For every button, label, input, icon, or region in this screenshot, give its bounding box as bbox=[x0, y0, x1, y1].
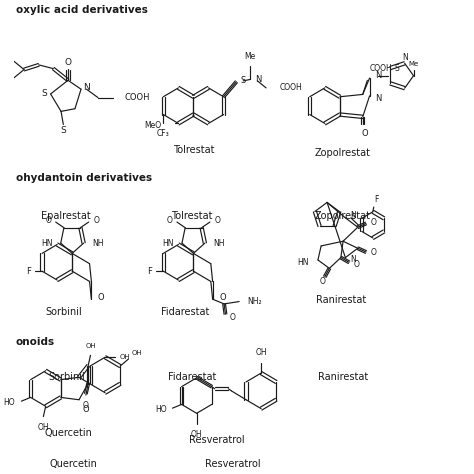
Text: O: O bbox=[82, 405, 89, 414]
Text: OH: OH bbox=[120, 354, 130, 360]
Text: O: O bbox=[371, 218, 376, 227]
Text: OH: OH bbox=[37, 423, 49, 432]
Text: N: N bbox=[83, 83, 90, 92]
Text: S: S bbox=[240, 76, 245, 85]
Text: NH₂: NH₂ bbox=[247, 297, 262, 306]
Text: OH: OH bbox=[191, 429, 202, 438]
Text: Ranirestat: Ranirestat bbox=[318, 372, 368, 382]
Text: Epalrestat: Epalrestat bbox=[41, 211, 91, 221]
Text: N: N bbox=[350, 255, 356, 264]
Text: F: F bbox=[26, 267, 31, 276]
Text: O: O bbox=[219, 293, 226, 302]
Text: F: F bbox=[147, 267, 152, 276]
Text: COOH: COOH bbox=[124, 93, 150, 102]
Text: O: O bbox=[371, 248, 376, 257]
Text: Me: Me bbox=[245, 52, 255, 61]
Text: Quercetin: Quercetin bbox=[49, 459, 97, 469]
Text: HN: HN bbox=[297, 258, 309, 267]
Text: O: O bbox=[354, 260, 359, 269]
Text: OH: OH bbox=[132, 350, 142, 356]
Text: onoids: onoids bbox=[16, 337, 55, 347]
Text: Fidarestat: Fidarestat bbox=[161, 307, 210, 317]
Text: Sorbinil: Sorbinil bbox=[46, 307, 82, 317]
Text: S: S bbox=[61, 126, 66, 135]
Text: F: F bbox=[374, 195, 378, 204]
Text: O: O bbox=[64, 58, 72, 67]
Text: OH: OH bbox=[255, 348, 267, 357]
Text: N: N bbox=[375, 71, 382, 80]
Text: Zopolrestat: Zopolrestat bbox=[315, 148, 371, 158]
Text: MeO: MeO bbox=[144, 121, 161, 130]
Text: HO: HO bbox=[155, 405, 167, 414]
Text: Quercetin: Quercetin bbox=[45, 428, 92, 438]
Text: O: O bbox=[214, 216, 220, 225]
Text: Resveratrol: Resveratrol bbox=[205, 459, 261, 469]
Text: S: S bbox=[395, 64, 400, 73]
Text: O: O bbox=[166, 216, 173, 225]
Text: O: O bbox=[93, 216, 99, 225]
Text: Me: Me bbox=[409, 61, 419, 67]
Text: O: O bbox=[83, 401, 89, 410]
Text: N: N bbox=[255, 75, 261, 84]
Text: Tolrestat: Tolrestat bbox=[173, 146, 214, 155]
Text: O: O bbox=[98, 293, 104, 302]
Text: Fidarestat: Fidarestat bbox=[168, 372, 216, 382]
Text: HN: HN bbox=[162, 238, 174, 247]
Text: O: O bbox=[320, 277, 326, 286]
Text: O: O bbox=[45, 216, 51, 225]
Text: HO: HO bbox=[3, 398, 15, 407]
Text: oxylic acid derivatives: oxylic acid derivatives bbox=[16, 5, 148, 15]
Text: N: N bbox=[375, 94, 382, 103]
Text: NH: NH bbox=[213, 238, 225, 247]
Text: COOH: COOH bbox=[280, 83, 302, 92]
Text: Ranirestat: Ranirestat bbox=[316, 295, 366, 305]
Text: O: O bbox=[230, 313, 236, 322]
Text: OH: OH bbox=[85, 343, 96, 349]
Text: Sorbinil: Sorbinil bbox=[48, 372, 85, 382]
Text: N: N bbox=[350, 211, 356, 220]
Text: S: S bbox=[42, 90, 47, 99]
Text: Resveratrol: Resveratrol bbox=[190, 435, 245, 445]
Text: O: O bbox=[362, 128, 368, 137]
Text: NH: NH bbox=[92, 238, 103, 247]
Text: HN: HN bbox=[41, 238, 53, 247]
Text: CF₃: CF₃ bbox=[157, 128, 170, 137]
Text: Tolrestat: Tolrestat bbox=[171, 211, 213, 221]
Text: Zopolrestat: Zopolrestat bbox=[315, 211, 371, 221]
Text: ohydantoin derivatives: ohydantoin derivatives bbox=[16, 173, 152, 183]
Text: N: N bbox=[402, 53, 408, 62]
Text: COOH: COOH bbox=[370, 64, 392, 73]
